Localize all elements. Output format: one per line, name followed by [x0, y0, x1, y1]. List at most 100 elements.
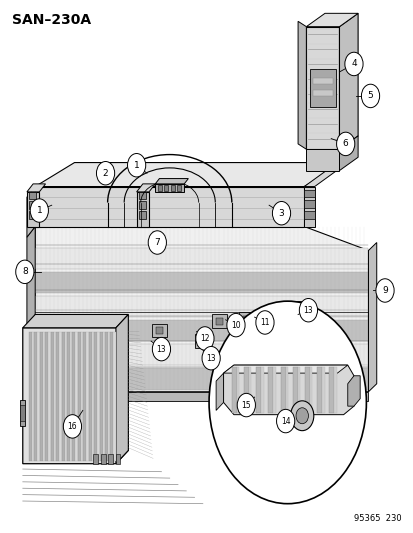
- Circle shape: [295, 408, 308, 424]
- Polygon shape: [34, 332, 37, 461]
- Circle shape: [63, 415, 81, 438]
- Text: 6: 6: [342, 140, 348, 148]
- Polygon shape: [261, 367, 263, 413]
- Polygon shape: [339, 13, 357, 149]
- Polygon shape: [108, 454, 113, 464]
- Polygon shape: [54, 332, 56, 461]
- Polygon shape: [78, 332, 81, 461]
- Polygon shape: [339, 136, 357, 171]
- Polygon shape: [102, 332, 105, 461]
- Polygon shape: [62, 332, 64, 461]
- Text: 13: 13: [206, 354, 216, 362]
- Text: 1: 1: [133, 161, 139, 169]
- Polygon shape: [29, 332, 32, 461]
- Text: 8: 8: [22, 268, 28, 276]
- Circle shape: [344, 52, 362, 76]
- Polygon shape: [23, 328, 128, 464]
- Polygon shape: [304, 211, 314, 219]
- Polygon shape: [45, 332, 48, 461]
- Text: 3: 3: [278, 209, 284, 217]
- Polygon shape: [223, 365, 353, 415]
- Text: 2: 2: [102, 169, 108, 177]
- Polygon shape: [155, 184, 184, 192]
- Polygon shape: [292, 367, 297, 413]
- Polygon shape: [309, 69, 335, 107]
- Circle shape: [272, 201, 290, 225]
- Polygon shape: [256, 367, 261, 413]
- Polygon shape: [40, 332, 43, 461]
- Polygon shape: [152, 324, 166, 337]
- Polygon shape: [35, 368, 368, 390]
- Polygon shape: [216, 318, 222, 325]
- Circle shape: [336, 132, 354, 156]
- Polygon shape: [268, 367, 273, 413]
- Polygon shape: [304, 367, 309, 413]
- Polygon shape: [81, 332, 83, 461]
- Polygon shape: [93, 454, 98, 464]
- Text: 5: 5: [367, 92, 373, 100]
- Circle shape: [127, 154, 145, 177]
- Polygon shape: [35, 272, 368, 293]
- Text: 4: 4: [350, 60, 356, 68]
- Polygon shape: [158, 185, 162, 191]
- Polygon shape: [29, 192, 36, 199]
- Polygon shape: [306, 27, 339, 149]
- Circle shape: [30, 199, 48, 222]
- Polygon shape: [312, 78, 332, 84]
- Polygon shape: [138, 192, 146, 199]
- Polygon shape: [64, 332, 67, 461]
- Polygon shape: [257, 318, 263, 325]
- Polygon shape: [83, 332, 86, 461]
- Circle shape: [361, 84, 379, 108]
- Polygon shape: [51, 332, 54, 461]
- Polygon shape: [195, 334, 210, 348]
- Polygon shape: [280, 367, 285, 413]
- Circle shape: [195, 327, 214, 350]
- Polygon shape: [304, 187, 314, 227]
- Polygon shape: [304, 163, 347, 187]
- Polygon shape: [155, 179, 188, 184]
- Polygon shape: [43, 332, 45, 461]
- Polygon shape: [110, 332, 113, 461]
- Polygon shape: [29, 211, 36, 219]
- Circle shape: [16, 260, 34, 284]
- Circle shape: [96, 161, 114, 185]
- Polygon shape: [88, 332, 92, 461]
- Polygon shape: [27, 187, 35, 237]
- Circle shape: [237, 393, 255, 417]
- Text: SAN–230A: SAN–230A: [12, 13, 91, 27]
- Polygon shape: [248, 367, 251, 413]
- Polygon shape: [35, 296, 368, 317]
- Polygon shape: [100, 454, 105, 464]
- Circle shape: [152, 337, 170, 361]
- Polygon shape: [48, 332, 51, 461]
- Polygon shape: [27, 192, 39, 227]
- Text: 10: 10: [230, 321, 240, 329]
- Polygon shape: [334, 367, 336, 413]
- Polygon shape: [35, 344, 368, 365]
- Polygon shape: [316, 367, 321, 413]
- Polygon shape: [70, 332, 72, 461]
- Circle shape: [299, 298, 317, 322]
- Polygon shape: [294, 301, 309, 314]
- Polygon shape: [72, 332, 75, 461]
- Polygon shape: [199, 338, 206, 345]
- Polygon shape: [136, 184, 155, 192]
- Polygon shape: [368, 243, 376, 392]
- Polygon shape: [223, 365, 347, 373]
- Polygon shape: [273, 367, 275, 413]
- Polygon shape: [35, 163, 343, 187]
- Polygon shape: [35, 248, 368, 269]
- Polygon shape: [20, 400, 25, 426]
- Text: 14: 14: [280, 417, 290, 425]
- Polygon shape: [253, 314, 268, 328]
- Polygon shape: [35, 227, 368, 392]
- Circle shape: [375, 279, 393, 302]
- Polygon shape: [29, 201, 36, 209]
- Polygon shape: [176, 185, 180, 191]
- Polygon shape: [329, 367, 334, 413]
- Polygon shape: [231, 367, 236, 413]
- Polygon shape: [115, 454, 120, 464]
- Text: 1: 1: [36, 206, 42, 215]
- Polygon shape: [238, 312, 253, 325]
